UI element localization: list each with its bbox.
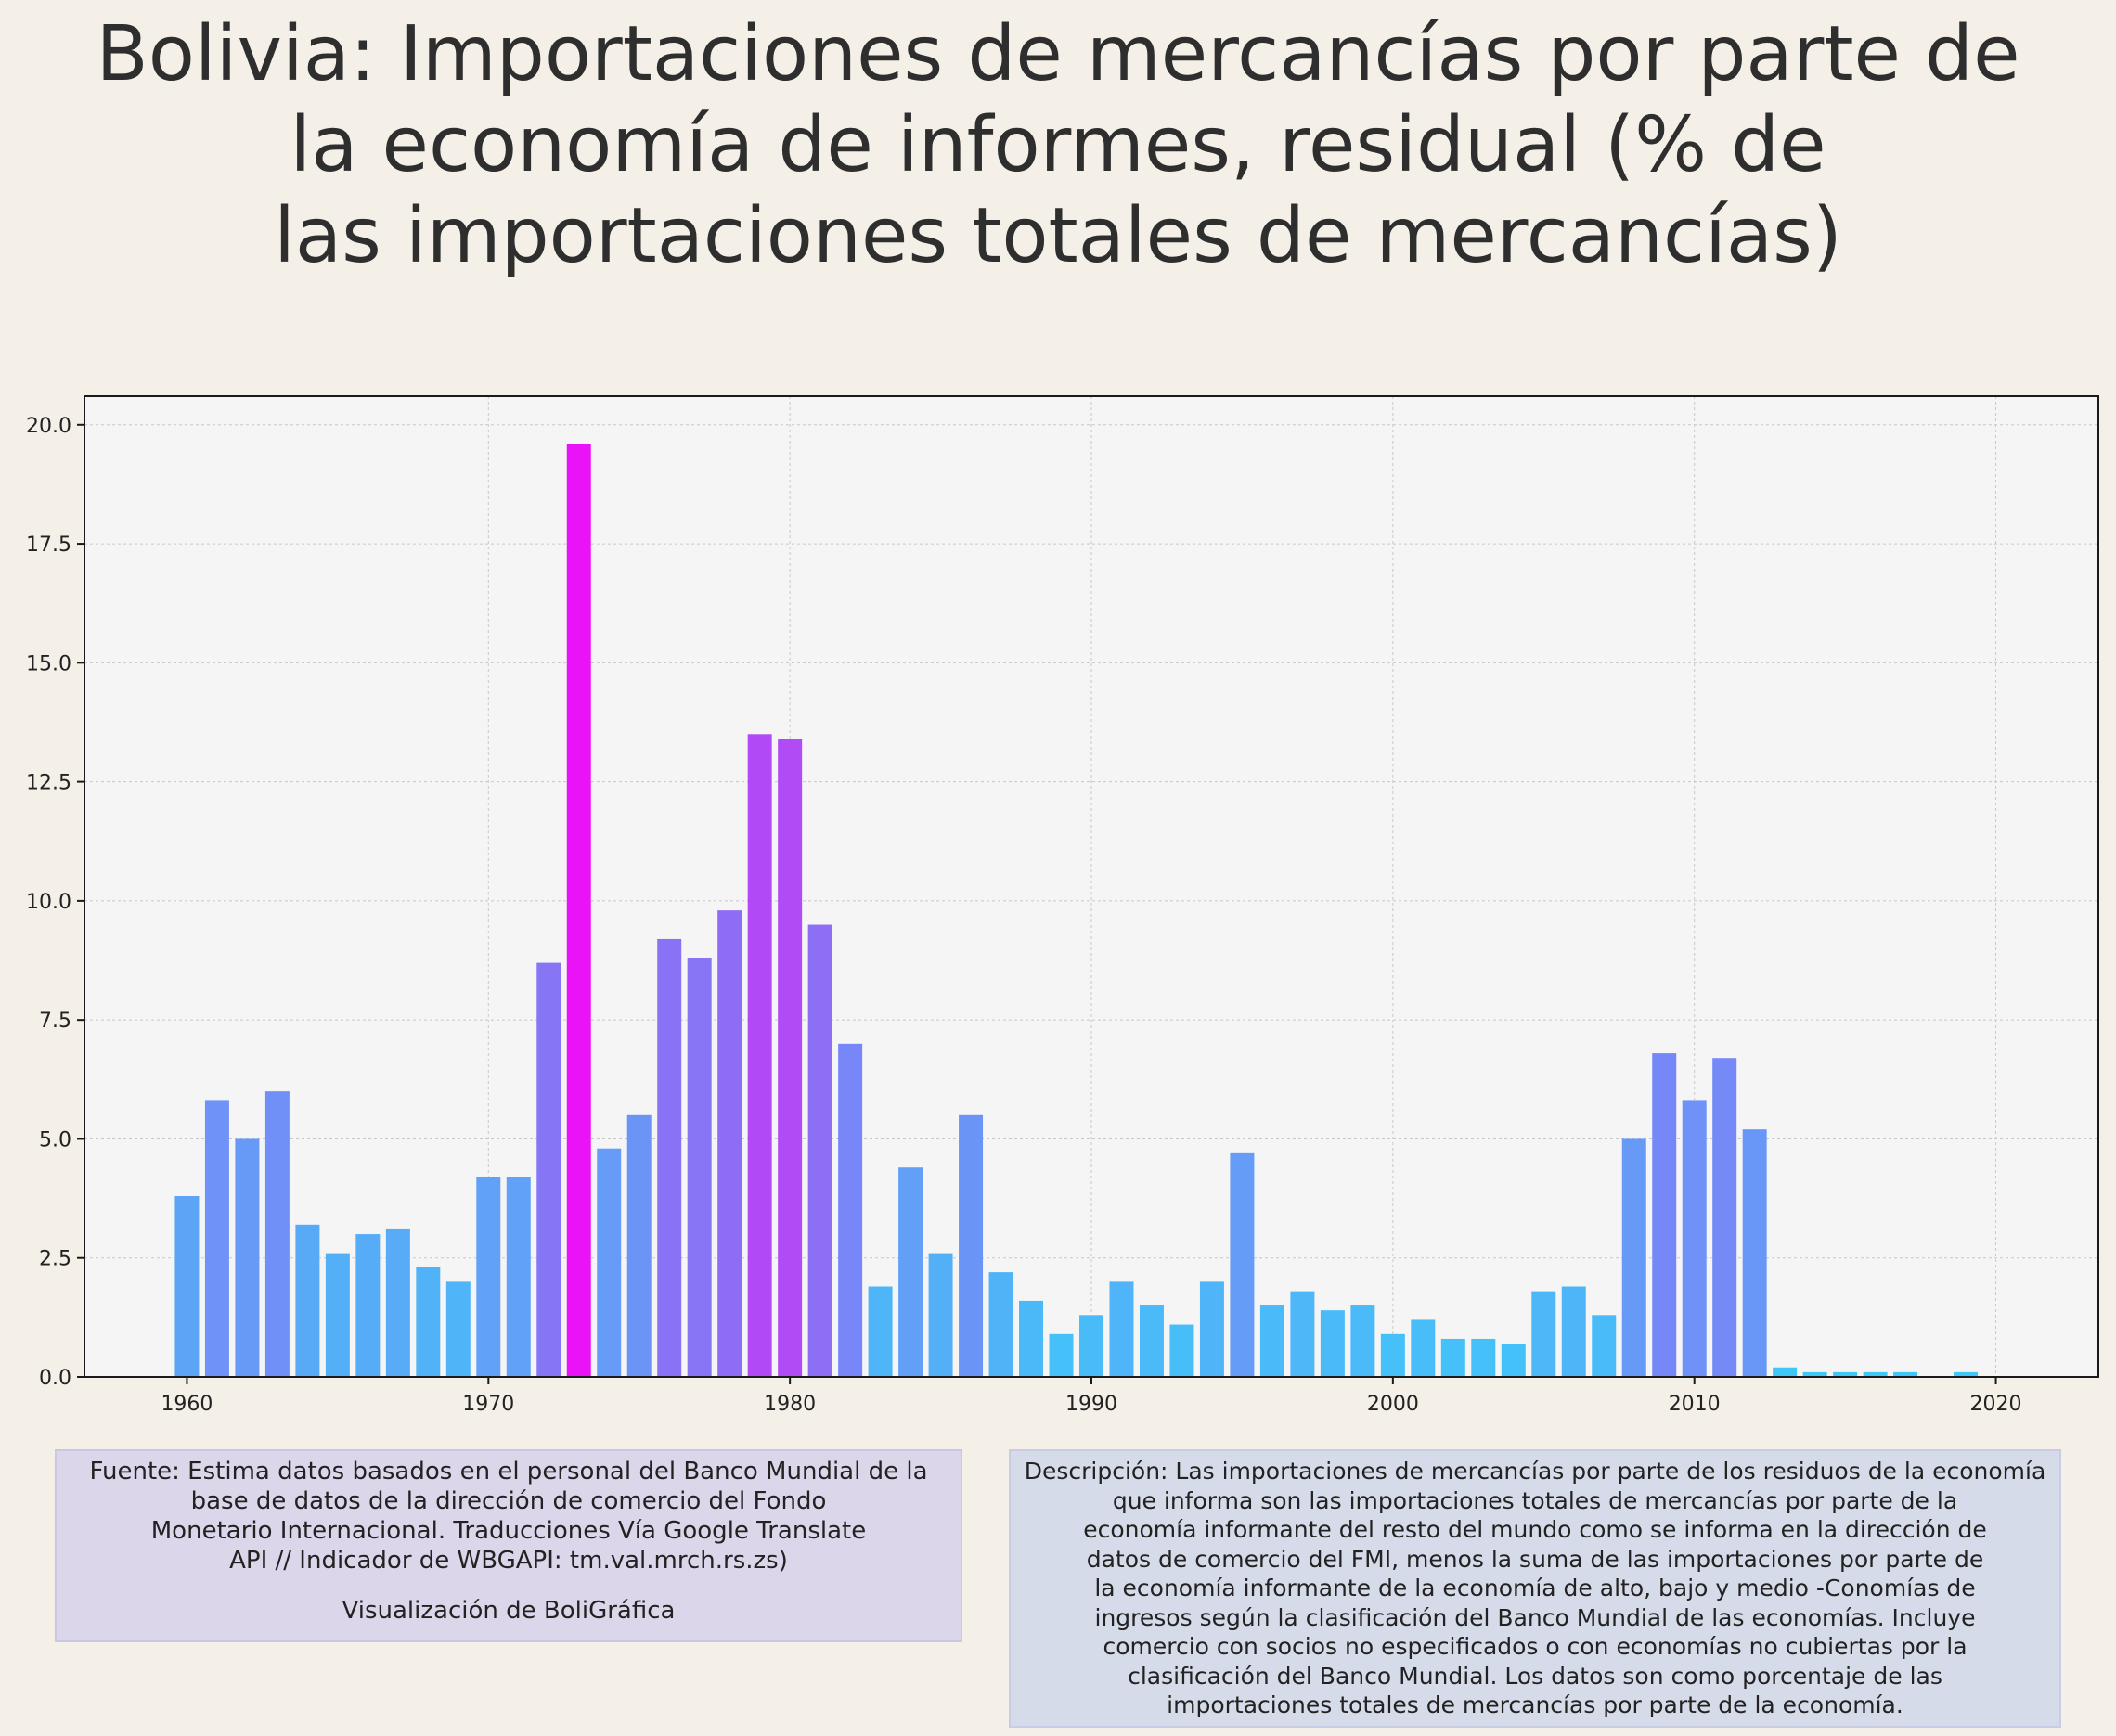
y-axis: 0.0 2.5 5.0 7.5 10.0 12.5 15.0 17.5 20.0 (26, 415, 84, 1390)
bar-1993 (1169, 1324, 1194, 1377)
x-tick-label: 1960 (161, 1393, 213, 1416)
bar-1964 (295, 1224, 320, 1377)
bar-2008 (1621, 1138, 1646, 1377)
bar-1980 (778, 739, 803, 1377)
chart-title-line-3: las importaciones totales de mercancías) (274, 192, 1842, 280)
bar-1996 (1259, 1305, 1284, 1377)
description-note: Descripción: Las importaciones de mercan… (1009, 1449, 2061, 1728)
source-note: Fuente: Estima datos basados en el perso… (55, 1449, 962, 1642)
description-line-1: Descripción: Las importaciones de mercan… (1024, 1458, 2046, 1485)
bar-2019 (1954, 1371, 1979, 1377)
bar-1986 (959, 1114, 984, 1377)
bar-2003 (1471, 1338, 1496, 1377)
bar-1966 (355, 1234, 381, 1377)
y-tick-label: 10.0 (26, 891, 71, 914)
chart-title: Bolivia: Importaciones de mercancías por… (37, 9, 2079, 282)
bar-2011 (1712, 1058, 1737, 1377)
bar-1981 (807, 924, 832, 1377)
source-line-4: API // Indicador de WBGAPI: tm.val.mrch.… (229, 1547, 788, 1575)
description-line-4: datos de comercio del FMI, menos la suma… (1086, 1545, 1984, 1573)
bar-2005 (1531, 1291, 1556, 1377)
bar-2013 (1773, 1367, 1798, 1377)
bar-1974 (597, 1148, 622, 1377)
bar-1967 (385, 1228, 410, 1377)
bar-2001 (1411, 1319, 1436, 1377)
description-line-3: economía informante del resto del mundo … (1083, 1516, 1987, 1543)
y-tick-label: 20.0 (26, 415, 71, 438)
bar-2012 (1742, 1129, 1767, 1377)
y-tick-label: 7.5 (39, 1009, 71, 1033)
y-tick-label: 0.0 (39, 1367, 71, 1390)
bar-1972 (536, 962, 561, 1377)
x-axis: 1960 1970 1980 1990 2000 2010 2020 (161, 1377, 2022, 1416)
bar-1965 (325, 1253, 350, 1377)
bar-1985 (928, 1253, 953, 1377)
bar-1961 (204, 1100, 229, 1377)
bar-1971 (506, 1177, 531, 1377)
bar-2006 (1561, 1286, 1586, 1377)
bar-1984 (898, 1167, 923, 1377)
bar-1989 (1049, 1333, 1074, 1377)
bar-1970 (476, 1177, 501, 1377)
bar-1987 (988, 1272, 1013, 1377)
bar-1990 (1079, 1315, 1103, 1377)
x-tick-label: 2000 (1367, 1393, 1419, 1416)
visualization-credit: Visualización de BoliGráfica (342, 1597, 676, 1625)
x-tick-label: 1980 (764, 1393, 816, 1416)
bar-1992 (1139, 1305, 1164, 1377)
x-tick-label: 2020 (1970, 1393, 2022, 1416)
bar-2010 (1682, 1100, 1707, 1377)
x-tick-label: 2010 (1669, 1393, 1721, 1416)
bar-2007 (1592, 1315, 1617, 1377)
source-line-1: Fuente: Estima datos basados en el perso… (89, 1458, 928, 1485)
bar-chart: 0.0 2.5 5.0 7.5 10.0 12.5 15.0 17.5 20.0 1960 197… (26, 395, 2099, 1416)
description-line-6: ingresos según la clasificación del Banc… (1094, 1603, 1976, 1631)
chart-title-line-2: la economía de informes, residual (% de (290, 101, 1826, 189)
chart-title-line-1: Bolivia: Importaciones de mercancías por… (96, 10, 2020, 98)
y-tick-label: 17.5 (26, 534, 71, 557)
description-line-5: la economía informante de la economía de… (1094, 1575, 1976, 1601)
bar-2009 (1652, 1053, 1677, 1377)
bar-1988 (1019, 1300, 1044, 1377)
description-line-8: clasificación del Banco Mundial. Los dat… (1128, 1662, 1942, 1690)
source-line-2: base de datos de la dirección de comerci… (190, 1487, 827, 1515)
bar-1977 (687, 958, 712, 1377)
bar-1978 (717, 910, 742, 1377)
bar-2002 (1440, 1338, 1465, 1377)
bar-1968 (416, 1267, 441, 1377)
bar-1982 (838, 1043, 863, 1377)
y-tick-label: 15.0 (26, 652, 71, 675)
bars-group (174, 444, 1979, 1377)
description-line-9: importaciones totales de mercancías por … (1167, 1691, 1903, 1718)
x-tick-label: 1970 (462, 1393, 514, 1416)
bar-2000 (1380, 1333, 1405, 1377)
bar-1983 (868, 1286, 893, 1377)
description-line-2: que informa son las importaciones totale… (1112, 1486, 1958, 1514)
bar-1994 (1199, 1281, 1224, 1377)
bar-1963 (264, 1091, 290, 1377)
bar-1999 (1350, 1305, 1375, 1377)
x-tick-label: 1990 (1065, 1393, 1117, 1416)
y-tick-label: 5.0 (39, 1128, 71, 1151)
bar-2017 (1893, 1371, 1918, 1377)
description-line-7: comercio con socios no especificados o c… (1103, 1633, 1968, 1660)
bar-1991 (1109, 1281, 1134, 1377)
bar-1976 (657, 938, 682, 1377)
bar-1979 (747, 734, 772, 1377)
bar-2014 (1802, 1371, 1827, 1377)
bar-1995 (1230, 1152, 1255, 1377)
y-tick-label: 2.5 (39, 1248, 71, 1271)
bar-1960 (174, 1196, 200, 1377)
y-tick-label: 12.5 (26, 772, 71, 795)
bar-1973 (566, 444, 591, 1377)
bar-2016 (1863, 1371, 1888, 1377)
bar-1997 (1290, 1291, 1315, 1377)
bar-2015 (1833, 1371, 1858, 1377)
bar-1969 (445, 1281, 471, 1377)
source-line-3: Monetario Internacional. Traducciones Ví… (150, 1517, 867, 1545)
bar-2004 (1501, 1344, 1526, 1377)
bar-1975 (626, 1114, 652, 1377)
bar-1962 (235, 1138, 260, 1377)
bar-1998 (1320, 1310, 1345, 1377)
